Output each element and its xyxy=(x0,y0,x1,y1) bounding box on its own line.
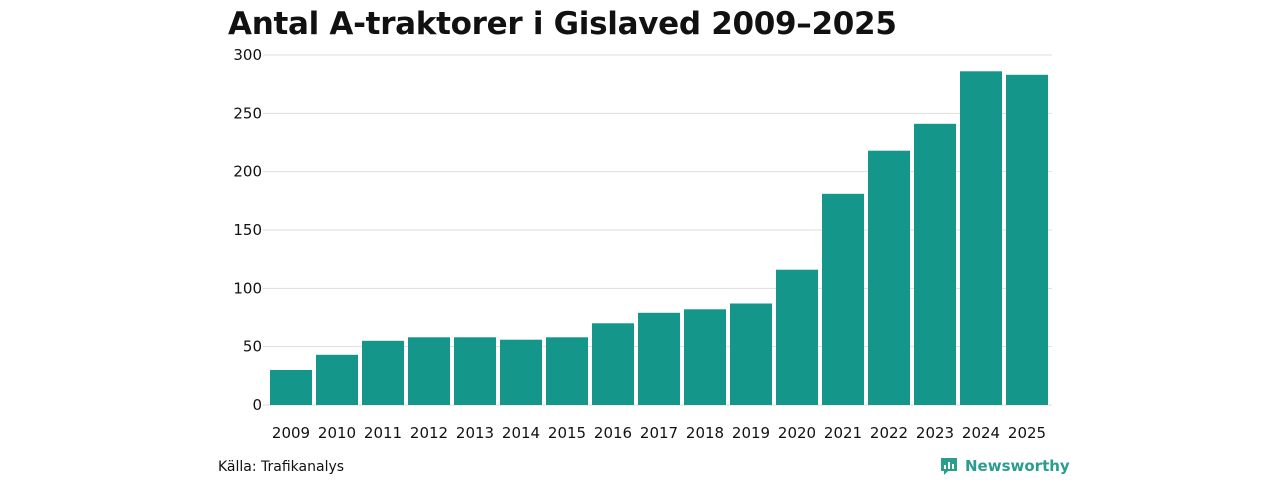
bar xyxy=(546,337,588,405)
x-tick-label: 2023 xyxy=(916,424,954,442)
x-tick-label: 2016 xyxy=(594,424,632,442)
chart-title: Antal A-traktorer i Gislaved 2009–2025 xyxy=(228,6,897,42)
source-note: Källa: Trafikanalys xyxy=(218,459,345,475)
x-tick-label: 2025 xyxy=(1008,424,1046,442)
x-tick-label: 2021 xyxy=(824,424,862,442)
x-tick-label: 2019 xyxy=(732,424,770,442)
y-tick-label: 100 xyxy=(233,279,262,297)
brand-label: Newsworthy xyxy=(965,457,1070,475)
x-tick-label: 2009 xyxy=(272,424,310,442)
x-tick-label: 2020 xyxy=(778,424,816,442)
x-tick-label: 2015 xyxy=(548,424,586,442)
bar xyxy=(592,323,634,405)
bar xyxy=(868,150,910,405)
y-tick-label: 250 xyxy=(233,104,262,122)
y-axis-ticks: 0 50 100 150 200 250 300 xyxy=(233,46,262,414)
bar xyxy=(362,340,404,405)
bar xyxy=(500,339,542,405)
bar xyxy=(914,123,956,406)
x-tick-label: 2012 xyxy=(410,424,448,442)
bar xyxy=(822,193,864,405)
bar xyxy=(960,71,1002,406)
bar xyxy=(270,370,312,405)
newsworthy-logo-icon xyxy=(941,458,957,475)
x-tick-label: 2011 xyxy=(364,424,402,442)
brand[interactable]: Newsworthy xyxy=(939,456,1070,476)
x-tick-label: 2010 xyxy=(318,424,356,442)
x-tick-label: 2024 xyxy=(962,424,1000,442)
y-tick-label: 50 xyxy=(243,338,262,356)
x-tick-label: 2013 xyxy=(456,424,494,442)
bars xyxy=(270,71,1048,406)
bar xyxy=(408,337,450,405)
y-tick-label: 200 xyxy=(233,163,262,181)
bar xyxy=(684,309,726,405)
bar xyxy=(1006,74,1048,406)
bar xyxy=(730,303,772,405)
x-tick-label: 2018 xyxy=(686,424,724,442)
bar xyxy=(454,337,496,405)
y-tick-label: 300 xyxy=(233,46,262,64)
x-axis-ticks: 2009 2010 2011 2012 2013 2014 2015 2016 2017 2018… xyxy=(272,424,1046,442)
x-tick-label: 2022 xyxy=(870,424,908,442)
x-tick-label: 2014 xyxy=(502,424,540,442)
bar xyxy=(316,354,358,405)
y-tick-label: 0 xyxy=(252,396,262,414)
y-tick-label: 150 xyxy=(233,221,262,239)
bar xyxy=(638,312,680,405)
bar xyxy=(776,269,818,405)
x-tick-label: 2017 xyxy=(640,424,678,442)
